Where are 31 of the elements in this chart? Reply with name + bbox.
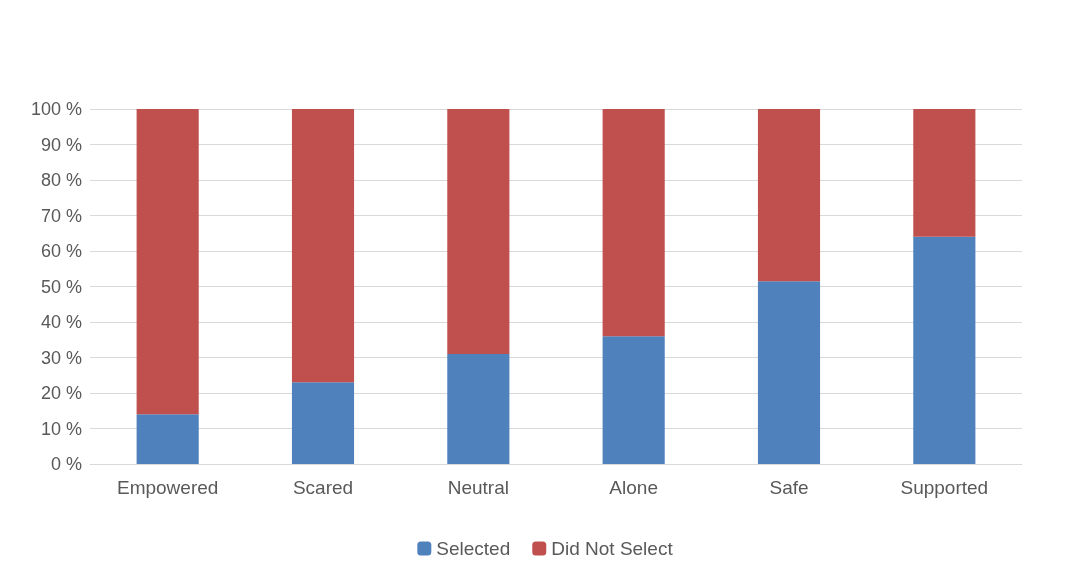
y-tick-label: 90 % xyxy=(40,134,82,155)
y-tick-label: 30 % xyxy=(40,347,82,368)
y-tick-label: 60 % xyxy=(40,241,82,261)
x-tick-label: Alone xyxy=(609,477,658,498)
y-tick-label: 0 % xyxy=(50,454,82,474)
bar xyxy=(447,353,510,464)
bar xyxy=(136,109,199,415)
legend-label: Did Not Select xyxy=(551,538,674,559)
y-tick-label: 50 % xyxy=(40,276,82,297)
y-tick-label: 20 % xyxy=(40,383,82,403)
bar xyxy=(291,382,355,464)
x-tick-label: Safe xyxy=(769,477,809,498)
bar xyxy=(757,109,821,282)
bar xyxy=(602,336,665,464)
bar xyxy=(447,109,510,354)
legend-label: Selected xyxy=(436,538,511,559)
x-tick-label: Supported xyxy=(900,477,989,498)
y-tick-label: 80 % xyxy=(40,170,82,190)
bar xyxy=(757,281,821,464)
bar xyxy=(136,414,199,464)
y-tick-label: 10 % xyxy=(40,418,82,439)
bar xyxy=(602,109,665,337)
y-tick-label: 70 % xyxy=(40,205,82,226)
bar xyxy=(913,236,976,464)
x-tick-label: Empowered xyxy=(116,477,219,498)
y-tick-label: 40 % xyxy=(40,312,82,332)
x-tick-label: Neutral xyxy=(447,477,509,498)
x-tick-label: Scared xyxy=(292,477,354,498)
bar xyxy=(913,109,976,237)
y-tick-label: 100 % xyxy=(30,99,82,119)
bar xyxy=(291,109,355,383)
